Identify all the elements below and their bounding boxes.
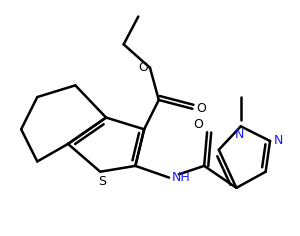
Text: O: O <box>196 102 206 115</box>
Text: O: O <box>139 61 148 74</box>
Text: N: N <box>235 128 244 141</box>
Text: O: O <box>194 118 204 131</box>
Text: N: N <box>274 135 283 148</box>
Text: S: S <box>98 175 106 188</box>
Text: NH: NH <box>171 171 190 184</box>
